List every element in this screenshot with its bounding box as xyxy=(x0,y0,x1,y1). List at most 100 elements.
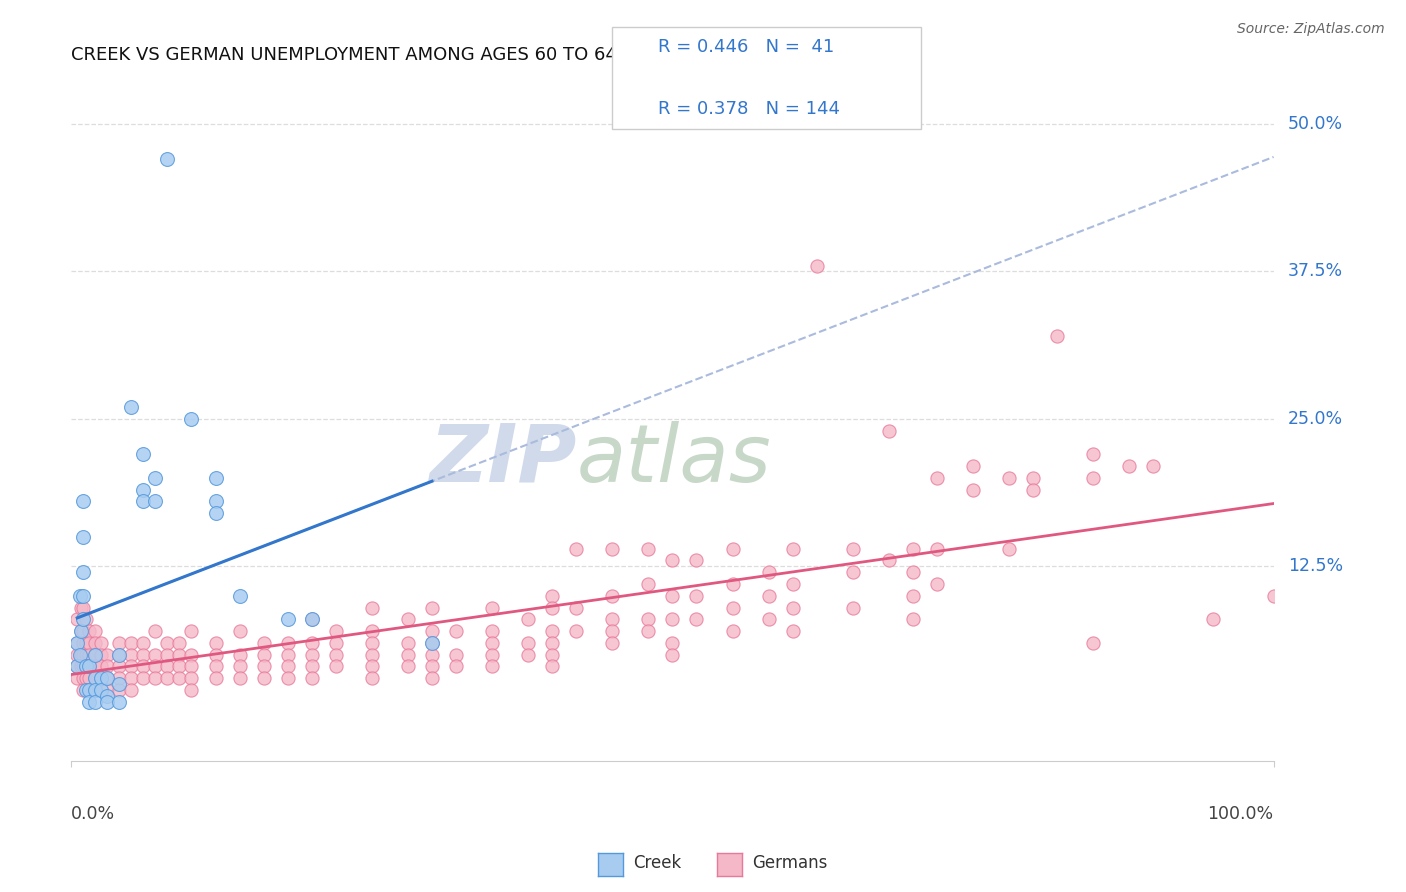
Text: 12.5%: 12.5% xyxy=(1288,558,1343,575)
Point xyxy=(72,671,94,685)
Point xyxy=(661,553,683,567)
Point xyxy=(925,541,948,556)
Point xyxy=(782,624,804,639)
Point xyxy=(84,648,107,662)
Point xyxy=(75,683,97,698)
Point xyxy=(72,612,94,626)
Point xyxy=(1142,458,1164,473)
Point xyxy=(90,671,112,685)
Point xyxy=(277,648,299,662)
Point xyxy=(637,624,659,639)
Point xyxy=(360,624,382,639)
Point xyxy=(75,659,97,673)
Point xyxy=(600,541,623,556)
Point xyxy=(77,648,100,662)
Point xyxy=(325,636,347,650)
Point xyxy=(72,612,94,626)
Point xyxy=(782,600,804,615)
Point xyxy=(600,589,623,603)
Point xyxy=(72,530,94,544)
Point xyxy=(204,506,226,520)
Point xyxy=(277,671,299,685)
Point xyxy=(90,648,112,662)
Point xyxy=(1263,589,1285,603)
Point xyxy=(277,612,299,626)
Point xyxy=(1083,447,1105,461)
Point xyxy=(180,412,202,426)
Point xyxy=(444,659,467,673)
Point xyxy=(721,600,744,615)
Text: Germans: Germans xyxy=(752,855,828,872)
Point xyxy=(600,612,623,626)
Point xyxy=(145,624,167,639)
Point xyxy=(301,659,323,673)
Point xyxy=(360,671,382,685)
Point xyxy=(228,648,250,662)
Point xyxy=(120,659,142,673)
Text: R = 0.446   N =  41: R = 0.446 N = 41 xyxy=(658,38,834,56)
Point xyxy=(721,624,744,639)
Point xyxy=(84,636,107,650)
Point xyxy=(962,458,984,473)
Point xyxy=(998,471,1021,485)
Text: 100.0%: 100.0% xyxy=(1208,805,1274,823)
Point xyxy=(444,648,467,662)
Point xyxy=(541,648,564,662)
Point xyxy=(72,659,94,673)
Point xyxy=(66,659,89,673)
Point xyxy=(70,659,93,673)
Point xyxy=(1083,471,1105,485)
Point xyxy=(69,648,91,662)
Point xyxy=(420,659,443,673)
Point xyxy=(517,612,540,626)
Point xyxy=(120,648,142,662)
Point xyxy=(108,683,131,698)
Point xyxy=(877,553,900,567)
Point xyxy=(758,589,780,603)
Text: 50.0%: 50.0% xyxy=(1288,115,1343,133)
Point xyxy=(132,671,155,685)
Point xyxy=(565,541,588,556)
Point xyxy=(637,541,659,556)
Text: 37.5%: 37.5% xyxy=(1288,262,1343,280)
Point xyxy=(758,612,780,626)
Point xyxy=(721,541,744,556)
Point xyxy=(77,671,100,685)
Point xyxy=(600,624,623,639)
Point xyxy=(96,671,118,685)
Point xyxy=(1202,612,1225,626)
Point xyxy=(108,636,131,650)
Point xyxy=(72,636,94,650)
Point xyxy=(228,671,250,685)
Point xyxy=(1118,458,1140,473)
Point xyxy=(541,589,564,603)
Text: CREEK VS GERMAN UNEMPLOYMENT AMONG AGES 60 TO 64 YEARS CORRELATION CHART: CREEK VS GERMAN UNEMPLOYMENT AMONG AGES … xyxy=(72,46,882,64)
Point xyxy=(72,600,94,615)
Point xyxy=(66,636,89,650)
Point xyxy=(901,589,924,603)
Point xyxy=(541,636,564,650)
Point xyxy=(70,624,93,639)
Point xyxy=(325,659,347,673)
Point xyxy=(396,648,419,662)
Point xyxy=(842,565,865,579)
Point xyxy=(661,636,683,650)
Point xyxy=(72,494,94,508)
Point xyxy=(420,624,443,639)
Point xyxy=(481,624,503,639)
Point xyxy=(66,636,89,650)
Point xyxy=(180,671,202,685)
Point xyxy=(84,671,107,685)
Point xyxy=(301,612,323,626)
Point xyxy=(1022,471,1045,485)
Point xyxy=(228,589,250,603)
Text: 25.0%: 25.0% xyxy=(1288,409,1343,428)
Point xyxy=(228,624,250,639)
Point xyxy=(842,541,865,556)
Point xyxy=(396,659,419,673)
Point xyxy=(77,659,100,673)
Point xyxy=(145,494,167,508)
Point xyxy=(145,671,167,685)
Point xyxy=(180,659,202,673)
Point xyxy=(180,683,202,698)
